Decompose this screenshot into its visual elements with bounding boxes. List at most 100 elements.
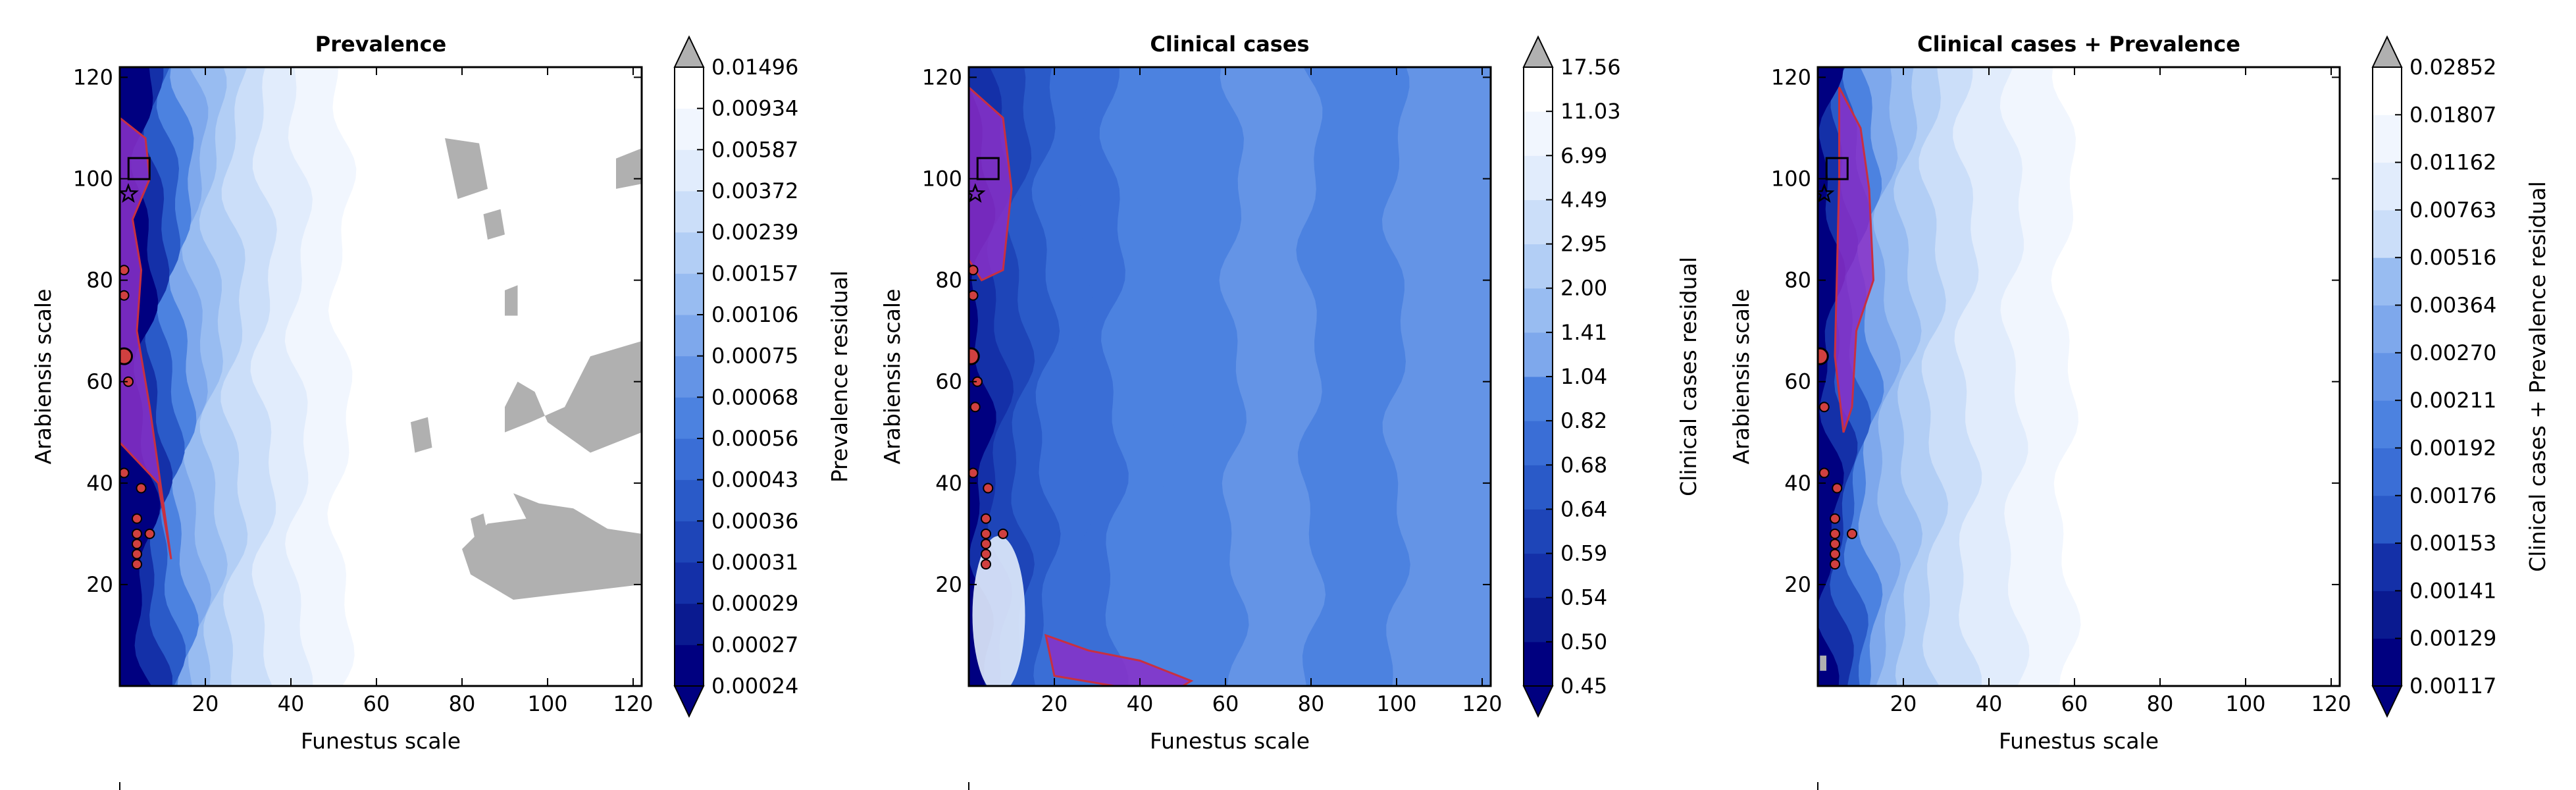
plot-frame — [1816, 66, 2341, 687]
colorbar-segment — [2373, 638, 2402, 687]
colorbar-segment — [2373, 352, 2402, 401]
colorbar-tick-label: 0.01807 — [2409, 102, 2496, 127]
data-point — [132, 559, 142, 570]
x-tick-label: 80 — [1298, 691, 1325, 716]
data-point — [1832, 483, 1843, 494]
colorbar-segment — [1524, 199, 1553, 245]
x-tick-label: 60 — [363, 691, 390, 716]
colorbar-tick-label: 0.68 — [1560, 452, 1607, 477]
colorbar-tick-label: 1.04 — [1560, 364, 1607, 389]
data-point — [969, 467, 979, 479]
colorbar-segment — [675, 603, 704, 645]
colorbar-segment — [1524, 111, 1553, 156]
x-tick-label: 100 — [2225, 691, 2265, 716]
colorbar-label: Clinical cases + Prevalence residual — [2525, 181, 2550, 571]
y-tick-label: 40 — [86, 471, 113, 496]
square-marker — [976, 157, 1000, 180]
y-axis-label: Arabiensis scale — [879, 289, 905, 465]
colorbar-tick-label: 0.59 — [1560, 541, 1607, 566]
data-point — [969, 265, 979, 276]
y-tick-label: 20 — [86, 572, 113, 597]
colorbar-segment — [675, 191, 704, 233]
x-axis-label: Funestus scale — [301, 728, 461, 754]
data-point — [998, 528, 1008, 539]
colorbar-segment — [1524, 332, 1553, 377]
colorbar-tick-label: 17.56 — [1560, 55, 1621, 80]
colorbar-segment — [675, 356, 704, 398]
colorbar-segment — [1524, 597, 1553, 643]
colorbar-tick-label: 0.00075 — [711, 344, 798, 369]
y-tick-label: 20 — [935, 572, 962, 597]
colorbar-frame — [674, 66, 704, 687]
colorbar-tick-label: 0.00141 — [2409, 578, 2496, 603]
y-tick-label: 40 — [935, 471, 962, 496]
colorbar-segment — [675, 645, 704, 687]
colorbar-segment — [2373, 495, 2402, 544]
colorbar-extend-max — [2371, 35, 2403, 68]
colorbar-tick-label: 4.49 — [1560, 187, 1607, 212]
colorbar-segment — [675, 479, 704, 521]
colorbar-tick-label: 0.00239 — [711, 220, 798, 245]
colorbar-tick-label: 0.50 — [1560, 629, 1607, 654]
colorbar-tick-label: 0.54 — [1560, 585, 1607, 610]
colorbar-segment — [2373, 67, 2402, 115]
data-point — [981, 548, 991, 560]
colorbar-tick-label: 0.64 — [1560, 496, 1607, 521]
reference-circle-marker — [969, 347, 980, 365]
chart-title: Clinical cases + Prevalence — [1917, 32, 2240, 57]
colorbar-tick-label: 11.03 — [1560, 99, 1621, 124]
colorbar-tick-label: 1.41 — [1560, 320, 1607, 345]
over-range-region — [411, 417, 432, 453]
data-point — [983, 483, 994, 494]
over-range-region — [1820, 655, 1826, 671]
colorbar-extend-max — [1522, 35, 1554, 68]
x-tick-label: 60 — [1212, 691, 1239, 716]
x-tick-label: 20 — [1890, 691, 1917, 716]
chart-panel-2: 20 40 60 80 100 120 20 40 60 80 100 120 Clinical cas… — [879, 32, 1701, 790]
y-tick-label: 60 — [86, 369, 113, 394]
colorbar-label: Prevalence residual — [827, 271, 852, 483]
data-point — [1847, 528, 1857, 539]
colorbar-segment — [1524, 641, 1553, 687]
colorbar-label: Clinical cases residual — [1676, 257, 1701, 496]
reference-circle-marker — [1818, 347, 1829, 365]
colorbar-tick-label: 2.00 — [1560, 276, 1607, 301]
colorbar-tick-label: 0.00129 — [2409, 626, 2496, 651]
y-tick-label: 100 — [922, 167, 962, 192]
data-point — [120, 467, 130, 479]
data-point — [969, 290, 979, 301]
y-tick-label: 20 — [1784, 572, 1811, 597]
x-tick-label: 100 — [527, 691, 567, 716]
colorbar-tick-label: 0.00031 — [711, 550, 798, 575]
y-tick-label: 120 — [922, 65, 962, 90]
over-range-region — [483, 209, 505, 240]
colorbar-tick-label: 0.00364 — [2409, 293, 2496, 318]
data-point — [120, 290, 130, 301]
significance-region — [1834, 87, 1875, 433]
colorbar-tick-label: 0.01162 — [2409, 150, 2496, 175]
colorbar-tick-label: 0.01496 — [711, 55, 798, 80]
data-point — [981, 513, 991, 524]
y-tick-label: 120 — [1771, 65, 1811, 90]
colorbar-segment — [675, 149, 704, 192]
y-tick-label: 100 — [1771, 167, 1811, 192]
colorbar-segment — [1524, 509, 1553, 554]
heatmap-field — [1818, 67, 2340, 686]
colorbar-frame — [2372, 66, 2402, 687]
data-point — [981, 539, 991, 550]
colorbar-segment — [2373, 400, 2402, 448]
significance-region — [1044, 633, 1194, 686]
significance-region — [120, 117, 172, 560]
y-tick-label: 80 — [1784, 268, 1811, 293]
data-point — [136, 483, 147, 494]
data-point — [1830, 513, 1840, 524]
data-point — [981, 528, 991, 539]
colorbar-tick-label: 0.00043 — [711, 467, 798, 492]
colorbar-tick-label: 0.00157 — [711, 261, 798, 286]
data-point — [1818, 402, 1830, 413]
colorbar: 0.45 0.50 0.54 0.59 0.64 0.68 0.82 1.04 1.41 2.00… — [1522, 35, 1701, 718]
y-tick-label: 80 — [86, 268, 113, 293]
colorbar-extend-min — [673, 685, 705, 718]
x-tick-label: 40 — [1127, 691, 1154, 716]
